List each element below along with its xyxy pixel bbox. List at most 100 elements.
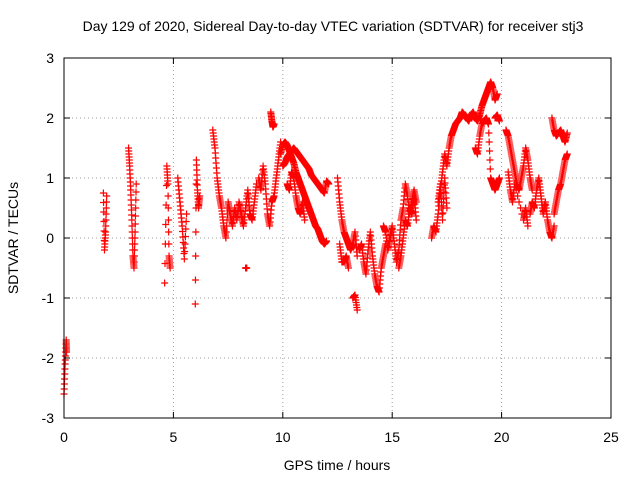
y-tick-label: -1: [42, 290, 55, 306]
y-tick-label: 0: [46, 230, 54, 246]
data-point: [130, 264, 138, 272]
data-point: [438, 210, 446, 218]
data-point: [131, 234, 139, 242]
data-point: [515, 198, 523, 206]
data-point: [164, 204, 172, 212]
data-point: [128, 216, 136, 224]
x-tick-label: 15: [384, 429, 400, 445]
y-tick-label: 1: [46, 170, 54, 186]
data-point: [132, 180, 140, 188]
data-point: [323, 237, 331, 245]
data-point: [161, 279, 169, 287]
axis-ticks: 0 5 10 15 20 25 -3 -2 -1 0 1 2 3: [42, 50, 619, 445]
data-point: [132, 188, 140, 196]
data-point: [222, 228, 230, 236]
data-point: [102, 198, 110, 206]
x-tick-label: 25: [603, 429, 619, 445]
data-point: [223, 222, 231, 230]
data-point: [301, 216, 309, 224]
data-point: [181, 240, 189, 248]
data-point: [183, 210, 191, 218]
data-point: [100, 227, 108, 235]
data-point: [132, 204, 140, 212]
data-point: [131, 220, 139, 228]
data-point: [103, 192, 111, 200]
data-point: [102, 210, 110, 218]
data-point: [191, 276, 199, 284]
data-point: [102, 204, 110, 212]
data-point: [486, 165, 494, 173]
data-point: [181, 248, 189, 255]
data-point: [353, 252, 361, 260]
data-point: [131, 212, 139, 220]
data-point: [164, 192, 172, 200]
data-point: [486, 156, 494, 164]
x-tick-label: 20: [494, 429, 510, 445]
data-point: [132, 196, 140, 204]
data-point: [196, 192, 204, 200]
y-tick-label: -3: [42, 410, 55, 426]
data-point: [181, 233, 189, 240]
chart-title: Day 129 of 2020, Sidereal Day-to-day VTE…: [83, 18, 584, 34]
data-point: [162, 182, 170, 189]
data-point: [353, 306, 361, 314]
data-point: [512, 186, 520, 194]
data-point: [130, 252, 138, 260]
data-point: [131, 240, 139, 248]
data-point: [486, 147, 494, 155]
data-point: [164, 180, 172, 188]
data-point: [192, 252, 200, 260]
data-point: [182, 218, 190, 225]
data-point: [131, 246, 139, 254]
x-tick-label: 5: [170, 429, 178, 445]
y-tick-label: -2: [42, 350, 55, 366]
data-point: [182, 225, 190, 233]
data-point: [493, 90, 501, 98]
data-point: [344, 264, 352, 272]
data-points: [60, 78, 571, 398]
data-point: [511, 180, 519, 188]
data-point: [485, 129, 493, 137]
data-point: [524, 222, 532, 230]
data-point: [325, 180, 333, 188]
y-axis-label: SDTVAR / TECUs: [5, 182, 21, 294]
data-point: [484, 120, 492, 128]
data-point: [192, 180, 200, 188]
y-tick-label: 2: [46, 110, 54, 126]
data-point: [99, 189, 107, 197]
data-point: [563, 129, 571, 137]
x-axis-label: GPS time / hours: [284, 457, 391, 473]
data-point: [192, 228, 200, 236]
data-point: [270, 120, 278, 128]
data-point: [436, 180, 444, 188]
data-point: [443, 204, 451, 212]
data-point: [550, 222, 558, 230]
data-point: [102, 216, 110, 224]
data-point: [131, 228, 139, 236]
data-point: [485, 138, 493, 146]
data-point: [166, 264, 174, 272]
data-point: [495, 174, 503, 182]
grid-lines: [64, 58, 611, 418]
data-point: [180, 255, 188, 263]
data-point: [130, 258, 138, 266]
data-point: [165, 228, 173, 236]
data-point: [222, 234, 230, 242]
data-point: [563, 150, 571, 158]
data-point: [191, 300, 199, 308]
data-point: [439, 209, 447, 217]
data-point: [102, 222, 110, 230]
data-point: [439, 216, 447, 224]
x-tick-label: 0: [60, 429, 68, 445]
data-point: [514, 192, 522, 200]
data-point: [495, 117, 503, 125]
data-point: [243, 264, 251, 272]
x-tick-label: 10: [275, 429, 291, 445]
data-point: [165, 240, 173, 248]
data-point: [102, 228, 110, 236]
data-point: [164, 216, 172, 224]
data-point: [439, 202, 447, 210]
y-tick-label: 3: [46, 50, 54, 66]
data-point: [412, 216, 420, 224]
